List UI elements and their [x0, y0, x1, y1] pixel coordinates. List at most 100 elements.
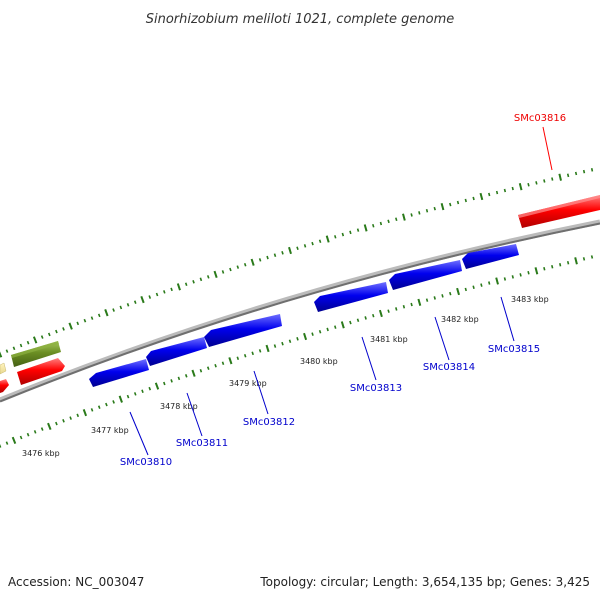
tick-mark — [12, 346, 16, 351]
gene-label-SMc03810[interactable]: SMc03810 — [120, 457, 172, 468]
tick-mark — [456, 200, 460, 205]
kbp-label: 3477 kbp — [91, 426, 129, 435]
kbp-label: 3479 kbp — [229, 379, 267, 388]
tick-mark — [148, 386, 152, 391]
tick-mark — [97, 405, 101, 409]
tick-mark — [395, 217, 398, 222]
gene-label-SMc03811[interactable]: SMc03811 — [176, 438, 228, 449]
tick-mark — [590, 255, 594, 259]
tick-mark — [281, 341, 284, 346]
gene-label-SMc03812[interactable]: SMc03812 — [243, 417, 295, 428]
gene-SMc03815[interactable] — [462, 244, 519, 269]
tick-mark — [527, 271, 530, 275]
tick-mark — [104, 309, 109, 317]
tick-mark — [551, 177, 554, 181]
tick-mark — [425, 298, 429, 302]
tick-mark — [273, 344, 277, 348]
tick-mark — [170, 287, 173, 292]
map-title: Sinorhizobium meliloti 1021, complete ge… — [146, 12, 455, 27]
tick-mark — [0, 444, 2, 448]
tick-mark — [551, 265, 554, 269]
tick-mark — [395, 307, 398, 311]
partial-gene-yellow[interactable] — [0, 362, 7, 375]
tick-mark — [82, 409, 88, 417]
tick-mark — [372, 223, 375, 228]
tick-mark — [527, 183, 530, 187]
tick-mark — [495, 190, 499, 195]
tick-mark — [441, 294, 444, 298]
gene-label-SMc03815[interactable]: SMc03815 — [488, 344, 540, 355]
tick-mark — [228, 357, 233, 365]
tick-mark — [76, 413, 80, 418]
tick-mark — [410, 302, 413, 307]
tick-mark — [440, 202, 445, 211]
tick-mark — [311, 332, 314, 336]
tick-mark — [303, 244, 307, 248]
genome-backbone — [0, 219, 600, 403]
tick-mark — [334, 235, 337, 239]
tick-mark — [464, 198, 467, 203]
tick-mark — [105, 402, 108, 407]
tick-mark — [566, 261, 570, 265]
tick-mark — [356, 318, 360, 323]
tick-mark — [472, 285, 475, 289]
tick-mark — [378, 309, 383, 318]
tick-mark — [55, 329, 58, 334]
tick-mark — [519, 273, 522, 277]
tick-mark — [229, 267, 232, 272]
gene-label-SMc03814[interactable]: SMc03814 — [423, 362, 475, 373]
tick-mark — [55, 421, 58, 426]
gene-leader-lines — [129, 126, 553, 456]
tick-mark — [119, 305, 123, 310]
tick-mark — [372, 313, 375, 318]
tick-mark — [184, 374, 188, 378]
tick-mark — [213, 270, 218, 279]
tick-mark — [387, 309, 390, 313]
gene-SMc03816[interactable] — [518, 195, 600, 228]
tick-mark — [83, 318, 87, 323]
tick-mark — [112, 400, 115, 404]
gene-SMc03810[interactable] — [89, 359, 149, 387]
tick-mark — [356, 228, 360, 232]
tick-mark — [472, 196, 475, 201]
accession-text: Accession: NC_003047 — [8, 575, 144, 589]
gene-SMc03811[interactable] — [146, 337, 207, 366]
tick-mark — [251, 351, 254, 356]
tick-mark — [326, 327, 329, 332]
tick-mark — [449, 291, 452, 296]
tick-mark — [206, 366, 210, 370]
gene-SMc03813[interactable] — [314, 282, 388, 312]
tick-mark — [558, 173, 562, 181]
tick-mark — [488, 281, 491, 285]
tick-mark — [176, 283, 181, 291]
gene-olive[interactable] — [11, 341, 61, 367]
gene-label-SMc03816[interactable]: SMc03816 — [514, 113, 566, 124]
tick-mark — [141, 389, 144, 394]
tick-mark — [480, 283, 483, 287]
gene-SMc03812[interactable] — [204, 314, 282, 347]
tick-mark — [379, 221, 383, 226]
tick-mark — [464, 287, 467, 292]
kbp-label: 3476 kbp — [22, 449, 60, 458]
tick-mark — [19, 343, 23, 348]
tick-mark — [76, 321, 80, 326]
gene-label-SMc03813[interactable]: SMc03813 — [350, 383, 402, 394]
tick-mark — [402, 305, 406, 309]
gene-red-forward-left[interactable] — [17, 358, 65, 385]
tick-mark — [118, 395, 123, 403]
tick-mark — [250, 258, 255, 266]
tick-mark — [349, 230, 352, 235]
tick-mark — [62, 327, 65, 331]
tick-mark — [425, 209, 429, 213]
tick-mark — [479, 192, 484, 201]
tick-mark — [296, 246, 299, 250]
gene-SMc03814[interactable] — [389, 260, 462, 290]
tick-mark — [243, 354, 247, 358]
partial-gene-red-left[interactable] — [0, 379, 9, 393]
tick-mark — [488, 192, 491, 197]
tick-mark — [349, 320, 352, 325]
tick-mark — [5, 349, 9, 353]
kbp-label: 3481 kbp — [370, 335, 408, 344]
tick-mark — [296, 337, 299, 341]
tick-mark — [334, 325, 337, 329]
